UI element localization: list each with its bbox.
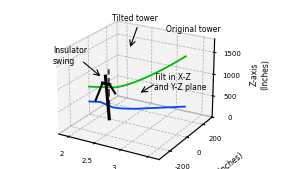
Text: Original tower: Original tower (167, 25, 221, 34)
Text: Tilt in X-Z
and Y-Z plane: Tilt in X-Z and Y-Z plane (154, 73, 206, 92)
Text: Tilted tower: Tilted tower (112, 14, 158, 23)
Text: Insulator
swing: Insulator swing (53, 46, 87, 66)
Y-axis label: Y-Axis (Inches): Y-Axis (Inches) (196, 151, 245, 169)
